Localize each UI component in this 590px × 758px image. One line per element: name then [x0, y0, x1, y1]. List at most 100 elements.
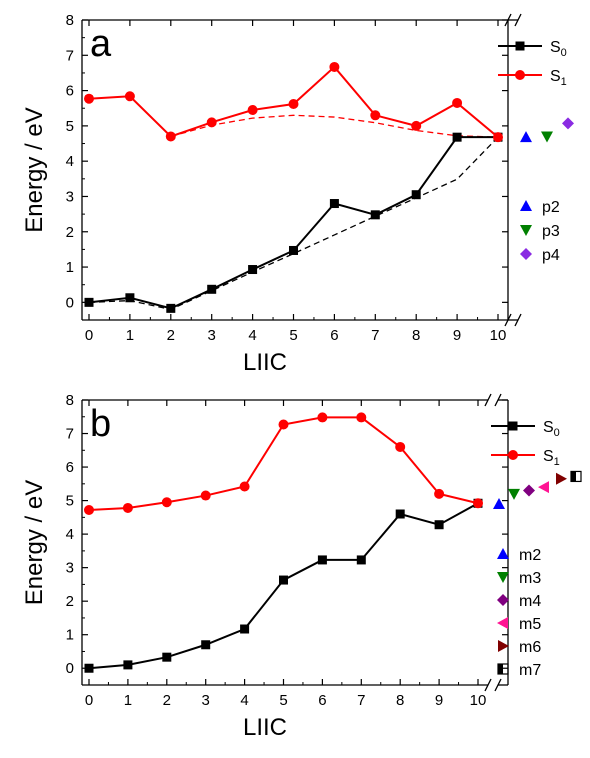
legend-entry-m3: m3 — [497, 570, 541, 587]
data-point — [452, 132, 462, 142]
legend-label: p2 — [542, 199, 560, 216]
plot-frame — [81, 13, 522, 327]
legend-entry: S1 — [491, 448, 560, 468]
legend-entry-m4: m4 — [497, 593, 541, 610]
y-axis-label: Energy / eV — [21, 107, 48, 232]
data-point — [395, 509, 405, 519]
legend-marker — [508, 421, 518, 431]
data-point — [201, 640, 211, 650]
legend-entry-p4: p4 — [520, 247, 560, 264]
x-tick-label: 2 — [167, 327, 175, 344]
legend-entry-m2: m2 — [497, 547, 541, 564]
axis-break-mark-top-0 — [484, 393, 492, 407]
data-point — [166, 303, 176, 313]
data-point — [434, 520, 444, 530]
y-tick-label: 1 — [66, 627, 74, 644]
extra-point-m7 — [570, 470, 582, 483]
y-tick-label: 4 — [66, 526, 74, 543]
x-tick-label: 6 — [318, 692, 326, 709]
legend-entry-m7: m7 — [497, 662, 541, 679]
legend-label-subscript: 1 — [554, 456, 560, 468]
data-point — [329, 199, 339, 209]
data-point — [247, 105, 258, 115]
data-point — [278, 419, 289, 430]
extra-point-m6 — [556, 472, 567, 485]
axis-break-mark-bottom-0 — [504, 313, 512, 327]
x-tick-label: 2 — [163, 692, 171, 709]
legend-label-main: S — [550, 68, 561, 85]
legend-label: p3 — [542, 223, 560, 240]
legend-marker — [497, 548, 509, 559]
series-S0 — [84, 498, 483, 673]
legend-marker — [520, 200, 532, 211]
legend-marker — [497, 572, 509, 583]
legend-marker — [520, 248, 532, 260]
data-point — [84, 663, 94, 673]
legend-label-main: S — [543, 448, 554, 465]
y-tick-label: 3 — [66, 188, 74, 205]
extra-point-m7-outline — [570, 470, 582, 483]
panel-letter: b — [90, 403, 111, 445]
legend-label-subscript: 1 — [561, 76, 567, 88]
x-tick-label: 8 — [396, 692, 404, 709]
extra-point-m7-fill — [571, 471, 576, 482]
x-tick-label: 4 — [240, 692, 248, 709]
x-tick-label: 8 — [412, 327, 420, 344]
x-tick-label: 3 — [208, 327, 216, 344]
legend-marker — [520, 225, 532, 236]
axis-break-mark-bottom-0 — [484, 678, 492, 692]
data-point — [370, 110, 381, 121]
extra-point-m3 — [508, 488, 520, 500]
data-point — [434, 488, 445, 499]
legend-label-main: S — [550, 39, 561, 56]
data-point — [356, 412, 367, 423]
x-tick-label: 1 — [126, 327, 134, 344]
axis-break-mark-top-1 — [514, 13, 522, 27]
data-point — [356, 555, 366, 565]
axis-break-mark-top-1 — [494, 393, 502, 407]
x-tick-label: 1 — [124, 692, 132, 709]
y-tick-label: 5 — [66, 493, 74, 510]
fit-curve-1 — [170, 114, 499, 138]
data-point — [411, 190, 421, 200]
legend-label: m3 — [519, 570, 541, 587]
data-point — [411, 120, 422, 131]
data-point — [165, 131, 176, 142]
legend-label: m6 — [519, 639, 541, 656]
y-tick-label: 0 — [66, 660, 74, 677]
data-point — [239, 481, 250, 492]
legend-label-subscript: 0 — [561, 47, 567, 59]
x-tick-label: 10 — [490, 327, 507, 344]
series-line — [88, 416, 479, 511]
x-tick-label: 3 — [202, 692, 210, 709]
legend-marker — [497, 617, 508, 629]
series-line — [88, 502, 479, 670]
data-point — [395, 441, 406, 452]
x-tick-label: 0 — [85, 327, 93, 344]
x-tick-label: 9 — [435, 692, 443, 709]
extra-point-m4 — [523, 484, 535, 497]
legend-label: S1 — [550, 68, 567, 88]
legend-label: m2 — [519, 547, 541, 564]
legend-entry-p2: p2 — [520, 199, 560, 216]
extra-point-p2 — [520, 131, 532, 143]
y-tick-label: 8 — [66, 392, 74, 409]
series-S1 — [84, 61, 503, 143]
legend-marker-outline — [497, 663, 509, 675]
series-S0 — [84, 132, 503, 313]
legend-marker — [497, 594, 509, 606]
y-tick-label: 0 — [66, 294, 74, 311]
legend-entry: S1 — [498, 68, 567, 88]
legend-label: m4 — [519, 593, 541, 610]
data-point — [162, 652, 172, 662]
legend-entry-m5: m5 — [497, 616, 541, 633]
legend-marker — [508, 450, 518, 460]
data-point — [370, 210, 380, 220]
data-point — [122, 502, 133, 513]
x-tick-label: 0 — [85, 692, 93, 709]
legend-label: p4 — [542, 247, 560, 264]
legend-label: m5 — [519, 616, 541, 633]
x-tick-label: 7 — [371, 327, 379, 344]
